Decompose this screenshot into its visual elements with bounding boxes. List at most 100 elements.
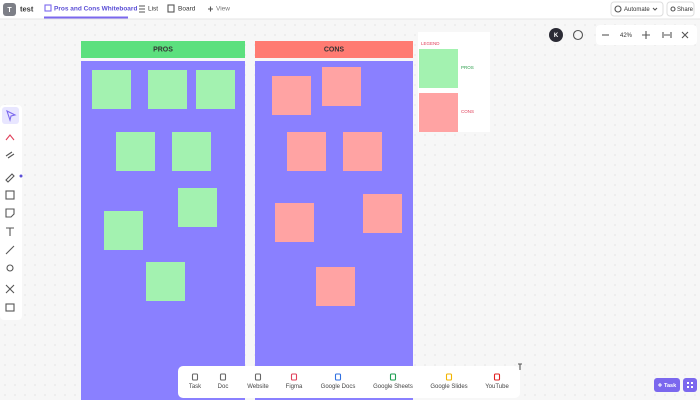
zoom-in[interactable] <box>642 31 650 39</box>
share-label: Share <box>677 7 694 13</box>
tool-rail <box>0 105 22 320</box>
automate-button[interactable] <box>610 1 664 17</box>
toolbar-item[interactable]: Task <box>189 373 202 390</box>
sticky-note[interactable] <box>272 76 311 115</box>
sticky-tool[interactable] <box>5 208 15 218</box>
toolbar-label: YouTube <box>485 384 509 390</box>
toolbar-item[interactable]: Google Docs <box>321 373 356 390</box>
avatar-letter: T <box>7 7 12 14</box>
pros-title: PROS <box>153 46 173 53</box>
text-tool[interactable] <box>6 227 14 236</box>
plus-icon <box>208 6 213 12</box>
sticky-note[interactable] <box>92 70 131 109</box>
task-button-label: Task <box>664 383 677 389</box>
cons-title: CONS <box>324 46 345 53</box>
mindmap-tool[interactable] <box>6 264 14 272</box>
share-icon <box>670 6 676 12</box>
toolbar-icon <box>219 373 227 381</box>
insert-toolbar <box>178 366 520 398</box>
cons-header[interactable] <box>255 41 413 58</box>
share-button[interactable] <box>666 1 695 17</box>
pros-header[interactable] <box>81 41 245 58</box>
sticky-note[interactable] <box>172 132 211 171</box>
tab[interactable]: Pros and Cons Whiteboard <box>54 6 137 13</box>
apps-icon <box>687 382 693 388</box>
fit-width[interactable] <box>662 32 672 38</box>
toolbar-item[interactable]: Google Sheets <box>373 373 413 390</box>
toolbar-icon <box>493 373 501 381</box>
link-tool[interactable] <box>5 151 15 159</box>
connector-tool[interactable] <box>5 245 15 255</box>
toolbar-icon <box>334 373 342 381</box>
user-avatar[interactable] <box>549 28 563 42</box>
top-bar <box>0 0 700 19</box>
image-tool[interactable] <box>5 303 15 312</box>
sticky-note[interactable] <box>316 267 355 306</box>
pen-tool[interactable] <box>5 173 15 183</box>
toolbar-label: Figma <box>286 384 303 390</box>
tab-underline <box>44 16 128 19</box>
legend-title: LEGEND <box>421 41 440 46</box>
pros-notes <box>92 70 235 301</box>
toolbar-icon <box>254 373 262 381</box>
toolbar-label: Google Sheets <box>373 384 413 390</box>
sticky-note[interactable] <box>322 67 361 106</box>
user-initial: K <box>554 33 559 39</box>
legend-pros-label: PROS <box>461 65 474 70</box>
sticky-note[interactable] <box>343 132 382 171</box>
sticky-note[interactable] <box>196 70 235 109</box>
ai-tool[interactable] <box>5 134 15 141</box>
automate-label: Automate <box>624 7 650 13</box>
info-button[interactable] <box>572 29 584 41</box>
pin-icon[interactable] <box>518 363 522 370</box>
toolbar-icon <box>191 373 199 381</box>
task-button[interactable] <box>654 378 680 392</box>
toolbar-label: Doc <box>218 384 229 390</box>
tab[interactable]: Board <box>178 6 196 13</box>
toolbar-icon <box>290 373 298 381</box>
toolbar-label: Google Slides <box>430 384 467 390</box>
legend-cons-swatch <box>419 93 458 132</box>
board-icon <box>167 4 175 13</box>
list-icon <box>139 5 145 13</box>
shape-tool[interactable] <box>5 190 15 200</box>
toolbar-icon <box>445 373 453 381</box>
toolbar-item[interactable]: Figma <box>286 373 303 390</box>
toolbar-items: Task Doc Website Figma Google Docs Google She… <box>189 373 509 390</box>
sticky-note[interactable] <box>116 132 155 171</box>
sticky-note[interactable] <box>146 262 185 301</box>
toolbar-label: Google Docs <box>321 384 356 390</box>
fullscreen[interactable] <box>681 31 689 39</box>
toolbar-label: Website <box>247 384 269 390</box>
tab[interactable]: List <box>148 6 158 13</box>
workspace-avatar[interactable] <box>3 3 16 16</box>
sticky-note[interactable] <box>178 188 217 227</box>
cons-notes <box>272 67 402 306</box>
toolbar-item[interactable]: Doc <box>218 373 229 390</box>
legend-pros-swatch <box>419 49 458 88</box>
sticky-note[interactable] <box>148 70 187 109</box>
toolbar-icon <box>389 373 397 381</box>
select-tool[interactable] <box>6 109 17 122</box>
sticky-note[interactable] <box>275 203 314 242</box>
more-tool[interactable] <box>5 284 15 294</box>
toolbar-item[interactable]: YouTube <box>485 373 509 390</box>
whiteboard-icon <box>44 4 52 12</box>
workspace-name[interactable]: test <box>20 4 34 13</box>
apps-button[interactable] <box>683 378 697 392</box>
sticky-note[interactable] <box>104 211 143 250</box>
zoom-level: 42% <box>620 33 633 39</box>
sticky-note[interactable] <box>363 194 402 233</box>
add-view[interactable]: View <box>216 6 230 13</box>
pen-color <box>19 174 23 178</box>
chevron <box>652 7 658 11</box>
toolbar-label: Task <box>189 384 202 390</box>
tool-active-bg <box>2 107 19 124</box>
automate-icon <box>614 5 622 13</box>
toolbar-item[interactable]: Google Slides <box>430 373 468 390</box>
toolbar-item[interactable]: Website <box>247 373 269 390</box>
sticky-note[interactable] <box>287 132 326 171</box>
legend-cons-label: CONS <box>461 109 474 114</box>
